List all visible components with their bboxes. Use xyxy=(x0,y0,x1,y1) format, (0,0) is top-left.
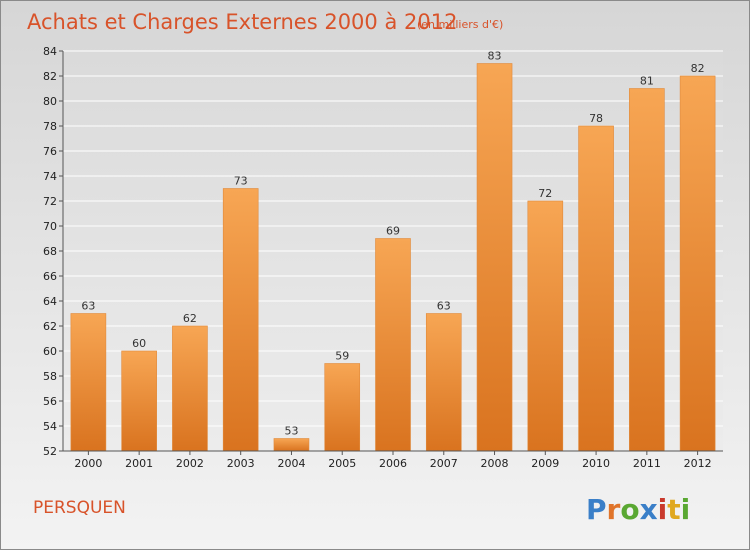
x-tick-label: 2009 xyxy=(531,457,559,470)
logo-letter: t xyxy=(667,493,680,526)
chart-title: Achats et Charges Externes 2000 à 2012 xyxy=(27,10,457,34)
x-tick-label: 2003 xyxy=(227,457,255,470)
data-label-2011: 81 xyxy=(640,75,654,88)
y-tick-label: 82 xyxy=(43,70,57,83)
data-label-2006: 69 xyxy=(386,225,400,238)
bar-2001 xyxy=(121,350,157,452)
bar-2007 xyxy=(425,313,462,452)
x-tick-label: 2010 xyxy=(582,457,610,470)
bar-2005 xyxy=(324,363,361,452)
data-label-2002: 62 xyxy=(183,312,197,325)
y-tick-label: 76 xyxy=(43,145,57,158)
commune-name: PERSQUEN xyxy=(33,498,126,518)
bar-2004 xyxy=(273,438,310,452)
x-tick-label: 2007 xyxy=(430,457,458,470)
y-tick-label: 52 xyxy=(43,445,57,458)
x-tick-label: 2008 xyxy=(481,457,509,470)
x-tick-label: 2001 xyxy=(125,457,153,470)
y-tick-label: 74 xyxy=(43,170,57,183)
logo-letter: i xyxy=(658,493,668,526)
proxiti-logo: Proxiti xyxy=(586,493,690,526)
data-label-2008: 83 xyxy=(488,50,502,63)
x-tick-label: 2005 xyxy=(328,457,356,470)
y-tick-label: 78 xyxy=(43,120,57,133)
logo-letter: x xyxy=(640,493,658,526)
y-tick-label: 66 xyxy=(43,270,57,283)
x-axis: 2000 2001 2002 2003 2004 2005 2006 2007 2008 2009… xyxy=(74,451,712,470)
data-label-2004: 53 xyxy=(284,425,298,438)
x-tick-label: 2000 xyxy=(74,457,102,470)
y-tick-label: 56 xyxy=(43,395,57,408)
y-axis: 52 54 56 58 60 62 64 66 68 70 72 74 76 78 80 82 84 xyxy=(43,45,64,458)
data-label-2010: 78 xyxy=(589,112,603,125)
y-tick-label: 54 xyxy=(43,420,57,433)
bar-2011 xyxy=(629,88,665,452)
x-tick-label: 2011 xyxy=(633,457,661,470)
y-tick-label: 60 xyxy=(43,345,57,358)
y-tick-label: 62 xyxy=(43,320,57,333)
bar-2002 xyxy=(172,325,208,452)
data-label-2007: 63 xyxy=(437,300,451,313)
bar-2009 xyxy=(527,200,564,452)
data-label-2009: 72 xyxy=(538,187,552,200)
y-tick-label: 70 xyxy=(43,220,57,233)
data-label-2003: 73 xyxy=(234,175,248,188)
data-label-2001: 60 xyxy=(132,337,146,350)
y-tick-label: 58 xyxy=(43,370,57,383)
data-label-2012: 82 xyxy=(691,62,705,75)
bar-2012 xyxy=(679,75,716,452)
x-tick-label: 2004 xyxy=(277,457,305,470)
logo-letter: o xyxy=(620,493,639,526)
data-labels: 63 60 62 73 53 59 69 63 83 72 78 81 82 xyxy=(81,50,704,438)
data-label-2000: 63 xyxy=(81,300,95,313)
data-label-2005: 59 xyxy=(335,350,349,363)
bars xyxy=(70,63,716,452)
x-tick-label: 2002 xyxy=(176,457,204,470)
bar-2006 xyxy=(375,238,411,452)
y-tick-label: 84 xyxy=(43,45,57,58)
y-tick-label: 72 xyxy=(43,195,57,208)
logo-letter: r xyxy=(607,493,621,526)
x-tick-label: 2006 xyxy=(379,457,407,470)
bar-2010 xyxy=(578,125,614,452)
logo-letter: i xyxy=(681,493,691,526)
y-tick-label: 68 xyxy=(43,245,57,258)
bar-2008 xyxy=(476,63,513,452)
logo-letter: P xyxy=(586,493,607,526)
bar-2003 xyxy=(222,188,259,452)
y-tick-label: 80 xyxy=(43,95,57,108)
proxiti-logo-text: Proxiti xyxy=(586,493,690,526)
chart-subtitle: (en milliers d'€) xyxy=(417,18,503,31)
y-tick-label: 64 xyxy=(43,295,57,308)
x-tick-label: 2012 xyxy=(684,457,712,470)
bar-2000 xyxy=(70,313,107,452)
